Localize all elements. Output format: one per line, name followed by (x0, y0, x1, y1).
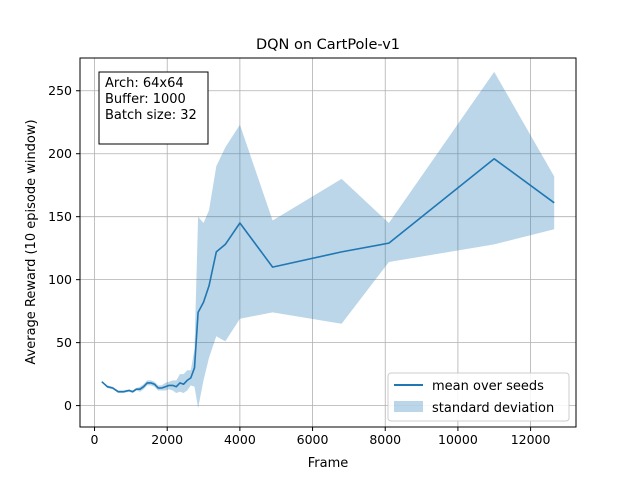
x-tick-label: 8000 (369, 432, 401, 447)
legend-band-swatch (394, 401, 423, 412)
legend-label-mean: mean over seeds (432, 379, 544, 394)
annotation-box: Arch: 64x64 Buffer: 1000 Batch size: 32 (98, 71, 209, 145)
y-tick-label: 50 (56, 335, 72, 350)
y-tick-label: 100 (48, 272, 72, 287)
legend-frame (387, 372, 570, 422)
legend: mean over seeds standard deviation (387, 372, 570, 422)
y-tick-label: 150 (48, 209, 72, 224)
chart-title: DQN on CartPole-v1 (256, 37, 400, 53)
legend-label-std: standard deviation (432, 401, 554, 416)
annotation-line: Buffer: 1000 (105, 92, 186, 107)
annotation-line: Batch size: 32 (105, 108, 197, 123)
mean-line (101, 158, 555, 393)
annotation-frame (98, 71, 209, 145)
plot-frame (79, 57, 577, 428)
x-axis-label: Frame (308, 456, 349, 471)
y-ticks: 0 50 100 150 200 250 (48, 83, 80, 413)
mean-series-line (101, 158, 555, 393)
y-axis-label: Average Reward (10 episode window) (24, 119, 39, 364)
x-tick-label: 0 (91, 432, 99, 447)
y-tick-label: 200 (48, 146, 72, 161)
x-tick-label: 12000 (511, 432, 551, 447)
std-band (101, 71, 555, 409)
annotation-line: Arch: 64x64 (105, 76, 184, 91)
x-tick-label: 4000 (224, 432, 256, 447)
x-tick-label: 6000 (297, 432, 329, 447)
std-band-area (101, 71, 555, 409)
grid (80, 58, 576, 427)
y-tick-label: 0 (64, 398, 72, 413)
x-tick-label: 2000 (151, 432, 183, 447)
x-tick-label: 10000 (438, 432, 478, 447)
y-tick-label: 250 (48, 83, 72, 98)
x-ticks: 0 2000 4000 6000 8000 10000 12000 (91, 427, 551, 447)
